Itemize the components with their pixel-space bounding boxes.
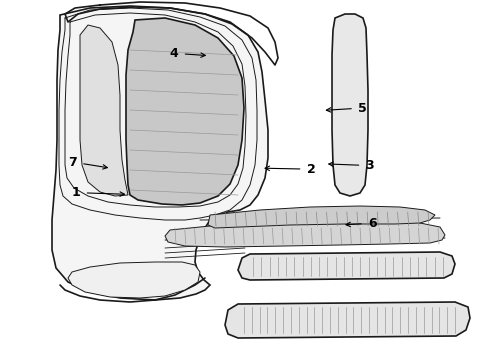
Polygon shape (68, 262, 200, 298)
Polygon shape (225, 302, 470, 338)
Text: 1: 1 (72, 186, 124, 199)
Text: 2: 2 (265, 163, 316, 176)
Text: 6: 6 (346, 217, 377, 230)
Polygon shape (208, 206, 435, 228)
Polygon shape (80, 25, 128, 196)
Text: 3: 3 (329, 159, 374, 172)
Polygon shape (238, 252, 455, 280)
Text: 4: 4 (170, 47, 205, 60)
Polygon shape (52, 6, 268, 300)
Polygon shape (332, 14, 368, 196)
Text: 5: 5 (326, 102, 367, 114)
Polygon shape (165, 220, 445, 247)
Text: 7: 7 (68, 156, 107, 169)
Polygon shape (126, 18, 244, 205)
